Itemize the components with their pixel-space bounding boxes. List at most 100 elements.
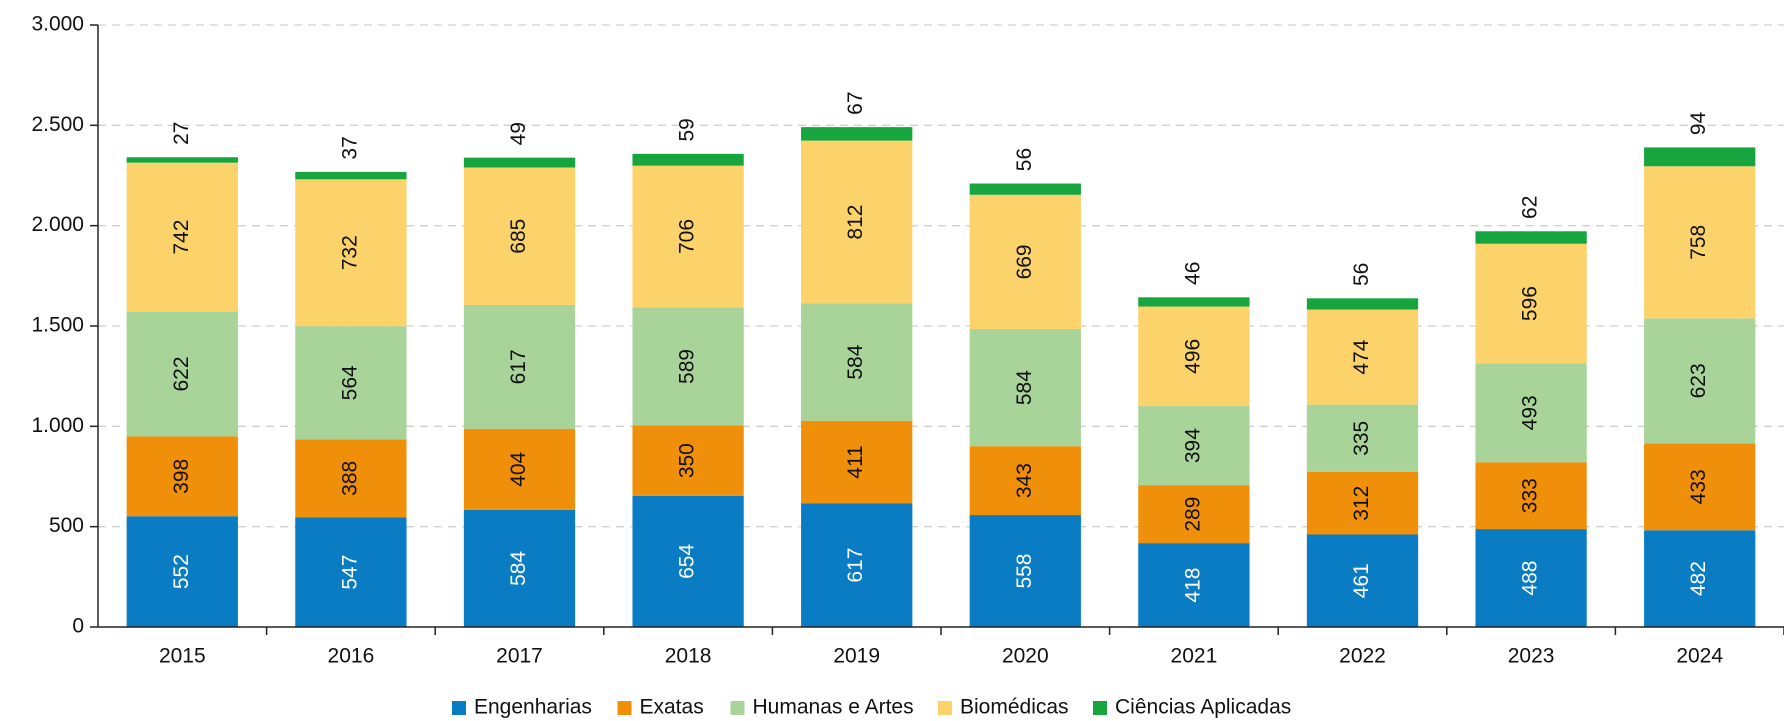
bar-segment (1475, 529, 1587, 627)
x-tick-label: 2022 (1339, 645, 1386, 668)
data-label: 350 (676, 443, 699, 478)
data-label: 589 (676, 349, 699, 384)
bar-segment (295, 439, 407, 518)
data-label: 584 (844, 344, 867, 379)
data-label: 312 (1350, 486, 1373, 521)
data-label: 49 (507, 122, 530, 145)
bar-segment (126, 157, 238, 163)
data-label: 812 (844, 205, 867, 240)
x-tick-label: 2016 (328, 645, 375, 668)
legend-label: Ciências Aplicadas (1115, 696, 1291, 719)
data-label: 433 (1687, 469, 1710, 504)
bar-segment (1475, 462, 1587, 530)
data-label: 37 (338, 136, 361, 159)
bar-segment (1138, 306, 1250, 407)
data-label: 732 (338, 235, 361, 270)
legend-swatch (938, 701, 952, 715)
bar-segment (1475, 243, 1587, 364)
bar-segment (969, 194, 1081, 330)
bar-segment (1306, 404, 1419, 472)
data-label: 27 (170, 122, 193, 145)
data-label: 46 (1181, 262, 1204, 285)
data-label: 461 (1350, 563, 1373, 598)
bar-segment (801, 127, 913, 141)
data-label: 758 (1687, 225, 1710, 260)
bar-segment (632, 153, 744, 166)
x-tick-label: 2020 (1002, 645, 1049, 668)
bar-segment (801, 420, 913, 504)
data-label: 496 (1181, 339, 1204, 374)
data-label: 596 (1519, 286, 1542, 321)
legend-swatch (452, 701, 466, 715)
data-label: 404 (507, 451, 530, 486)
data-label: 564 (338, 365, 361, 400)
data-label: 558 (1013, 553, 1036, 588)
y-tick-label: 2.500 (31, 113, 84, 136)
bar-segment (969, 446, 1081, 516)
data-label: 742 (170, 220, 193, 255)
data-label: 56 (1350, 263, 1373, 286)
y-tick-label: 500 (49, 514, 84, 537)
bar-segment (126, 516, 238, 627)
bar-segment (1475, 363, 1587, 463)
bar-segment (969, 329, 1081, 447)
y-tick-label: 1.500 (31, 314, 84, 337)
bar-segment (1644, 318, 1756, 444)
data-label: 289 (1181, 497, 1204, 532)
data-label: 622 (170, 356, 193, 391)
data-label: 584 (507, 551, 530, 586)
data-label: 59 (676, 118, 699, 141)
bar-segment (463, 157, 576, 168)
data-label: 552 (170, 554, 193, 589)
data-label: 335 (1350, 421, 1373, 456)
legend-label: Biomédicas (960, 696, 1069, 719)
bar-segment (463, 304, 576, 429)
bar-segment (632, 307, 744, 426)
data-label: 67 (844, 91, 867, 114)
x-tick-label: 2019 (833, 645, 880, 668)
bar-segment (969, 515, 1081, 627)
bar-segment (1306, 298, 1419, 310)
bar-segment (801, 503, 913, 627)
bar-segment (1138, 485, 1250, 544)
data-label: 482 (1687, 561, 1710, 596)
bar-segment (1138, 543, 1250, 627)
data-label: 418 (1181, 568, 1204, 603)
data-label: 584 (1013, 370, 1036, 405)
data-label: 388 (338, 461, 361, 496)
data-label: 62 (1519, 196, 1542, 219)
bar-segment (969, 183, 1081, 195)
bar-segment (295, 326, 407, 440)
bar-segment (126, 436, 238, 517)
y-tick-label: 1.000 (31, 414, 84, 437)
x-tick-label: 2021 (1171, 645, 1218, 668)
x-tick-label: 2024 (1676, 645, 1723, 668)
bar-segment (463, 167, 576, 305)
bar-segment (801, 140, 913, 304)
bar-segment (1138, 297, 1250, 307)
bar-segment (632, 165, 744, 308)
legend-swatch (617, 701, 632, 715)
bar-segment (1644, 147, 1756, 167)
data-label: 669 (1013, 244, 1036, 279)
legend-label: Exatas (640, 696, 704, 719)
data-label: 333 (1519, 478, 1542, 513)
x-tick-label: 2023 (1508, 645, 1555, 668)
bar-segment (295, 179, 407, 327)
y-tick-label: 0 (72, 615, 84, 638)
data-label: 94 (1687, 111, 1710, 135)
data-label: 394 (1181, 428, 1204, 463)
bar-segment (632, 495, 744, 627)
bar-segment (1306, 471, 1419, 535)
data-label: 488 (1519, 561, 1542, 596)
bar-segment (1306, 309, 1419, 405)
x-tick-label: 2015 (159, 645, 206, 668)
bar-segment (1306, 534, 1419, 627)
data-label: 547 (338, 555, 361, 590)
data-label: 474 (1350, 339, 1373, 374)
legend-label: Engenharias (474, 696, 592, 719)
bar-segment (295, 171, 407, 180)
data-label: 617 (507, 349, 530, 384)
legend-label: Humanas e Artes (753, 696, 914, 719)
